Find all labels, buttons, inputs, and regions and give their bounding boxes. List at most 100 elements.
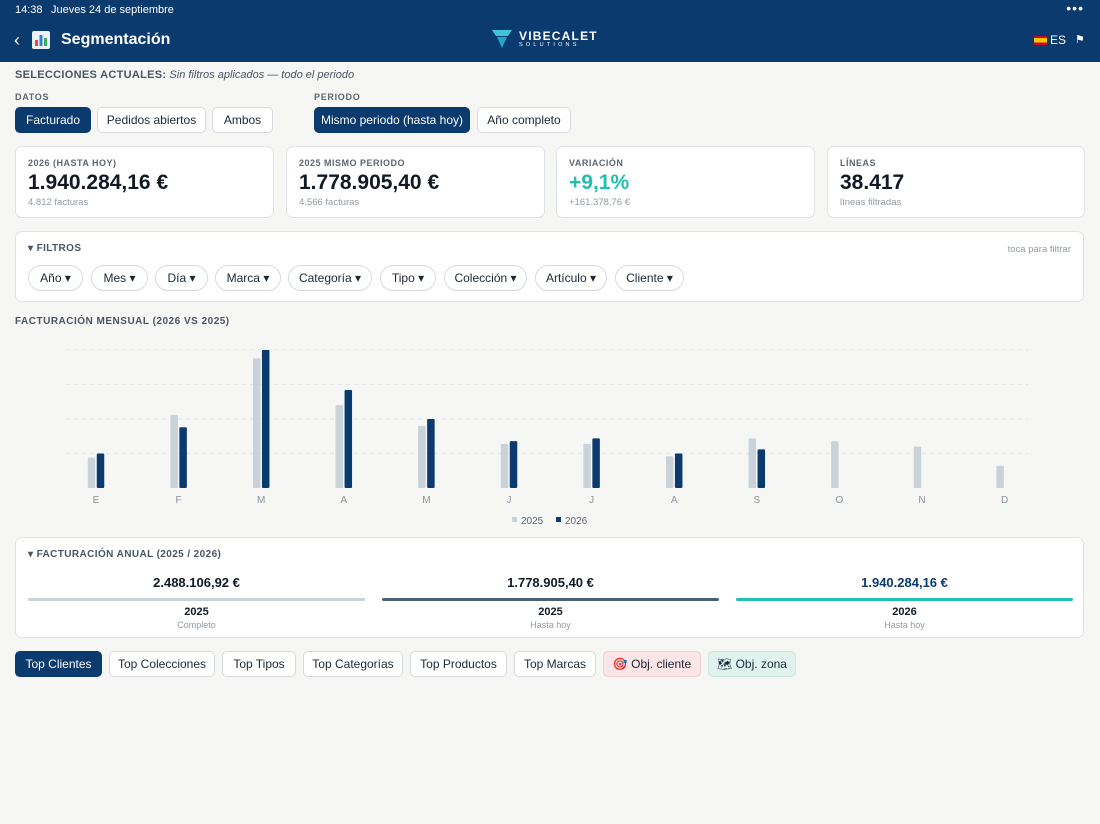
bar-2025-5[interactable] <box>418 425 426 488</box>
kpi-value: 1.778.905,40 € <box>299 171 440 194</box>
legend-swatch <box>556 517 561 522</box>
annual-bar <box>382 598 719 601</box>
current-selections: SELECCIONES ACTUALES: Sin filtros aplica… <box>15 69 354 81</box>
annual-title[interactable]: ▾ FACTURACIÓN ANUAL (2025 / 2026) <box>28 549 222 560</box>
filter-chip-marca[interactable]: Marca ▾ <box>215 265 281 291</box>
language-selector[interactable]: ES <box>1034 33 1066 47</box>
bar-2026-2[interactable] <box>179 427 187 488</box>
bar-2025-7[interactable] <box>583 443 591 488</box>
annual-col-2026-hasta-hoy: 1.940.284,16 € 2026 Hasta hoy <box>736 575 1073 630</box>
annual-card: ▾ FACTURACIÓN ANUAL (2025 / 2026) 2.488.… <box>15 537 1084 638</box>
language-code: ES <box>1050 33 1067 47</box>
status-date: Jueves 24 de septiembre <box>51 4 174 16</box>
x-tick-label: A <box>671 495 678 506</box>
filters-card: ▾ FILTROS toca para filtrar Año ▾ Mes ▾ … <box>15 231 1084 302</box>
filter-chip-cliente[interactable]: Cliente ▾ <box>615 265 684 291</box>
selections-label: SELECCIONES ACTUALES: <box>15 69 167 81</box>
bar-2026-6[interactable] <box>509 441 518 488</box>
page-title: Segmentación <box>61 31 171 48</box>
bar-2026-1[interactable] <box>96 453 105 489</box>
bar-2025-9[interactable] <box>748 438 757 488</box>
tab-top-tipos[interactable]: Top Tipos <box>222 651 296 677</box>
periodo-anio-completo-button[interactable]: Año completo <box>477 107 571 133</box>
x-tick-label: D <box>1001 495 1008 506</box>
legend-label: 2025 <box>521 516 544 527</box>
kpi-label: 2026 (HASTA HOY) <box>28 158 117 168</box>
kpi-label: 2025 MISMO PERIODO <box>299 158 406 168</box>
datos-pedidos-abiertos-button[interactable]: Pedidos abiertos <box>97 107 206 133</box>
annual-sub: Hasta hoy <box>530 620 571 630</box>
x-tick-label: A <box>340 495 347 506</box>
annual-value: 1.940.284,16 € <box>861 575 948 590</box>
annual-col-2025-completo: 2.488.106,92 € 2025 Completo <box>28 575 365 630</box>
x-tick-label: F <box>176 495 182 506</box>
back-button[interactable]: ‹ <box>14 30 20 50</box>
periodo-label: PERIODO <box>314 92 361 102</box>
x-tick-label: O <box>836 495 844 506</box>
filter-chip-articulo[interactable]: Artículo ▾ <box>535 265 607 291</box>
bar-2026-4[interactable] <box>344 390 353 488</box>
legend-label: 2026 <box>565 516 588 527</box>
bar-2025-11[interactable] <box>913 446 922 488</box>
periodo-mismo-button[interactable]: Mismo periodo (hasta hoy) <box>314 107 470 133</box>
flag-icon[interactable]: ⚑ <box>1075 34 1085 46</box>
tab-top-productos[interactable]: Top Productos <box>410 651 507 677</box>
x-tick-label: S <box>753 495 760 506</box>
kpi-label: VARIACIÓN <box>569 158 624 168</box>
annual-value: 2.488.106,92 € <box>153 575 240 590</box>
kpi-sub: 4.812 facturas <box>28 197 89 208</box>
bar-2026-5[interactable] <box>427 419 435 488</box>
x-tick-label: M <box>257 495 265 506</box>
bar-2025-6[interactable] <box>500 443 509 488</box>
annual-year: 2025 <box>184 606 209 618</box>
annual-value: 1.778.905,40 € <box>507 575 594 590</box>
status-time: 14:38 <box>15 4 43 16</box>
filters-title[interactable]: ▾ FILTROS <box>28 243 82 254</box>
tab-obj-cliente[interactable]: 🎯 Obj. cliente <box>603 651 701 677</box>
filter-chip-mes[interactable]: Mes ▾ <box>91 265 148 291</box>
tab-top-colecciones[interactable]: Top Colecciones <box>109 651 215 677</box>
monthly-bar-chart: E F M A M J J A S O N D 2025 2026 <box>66 349 1028 527</box>
kpi-sub: +161.378,76 € <box>569 197 631 208</box>
x-tick-label: J <box>507 495 512 506</box>
tab-top-marcas[interactable]: Top Marcas <box>514 651 596 677</box>
filter-chip-dia[interactable]: Día ▾ <box>155 265 208 291</box>
logo-name: VIBECALET <box>519 28 598 43</box>
legend-swatch <box>512 517 517 522</box>
annual-sub: Hasta hoy <box>884 620 925 630</box>
x-tick-label: M <box>422 495 430 506</box>
bar-2025-10[interactable] <box>831 441 839 488</box>
bar-2025-2[interactable] <box>170 414 178 488</box>
top-bar: 14:38 Jueves 24 de septiembre ••• ‹ Segm… <box>0 0 1100 62</box>
annual-bar <box>28 598 365 601</box>
x-tick-label: N <box>918 495 925 506</box>
more-dots-icon[interactable]: ••• <box>1066 0 1084 16</box>
annual-sub: Completo <box>177 620 216 630</box>
tab-top-clientes[interactable]: Top Clientes <box>15 651 102 677</box>
filter-chip-anio[interactable]: Año ▾ <box>28 265 83 291</box>
bar-2025-1[interactable] <box>87 457 96 488</box>
datos-ambos-button[interactable]: Ambos <box>212 107 273 133</box>
filters-hint: toca para filtrar <box>1007 244 1071 255</box>
annual-bar <box>736 598 1073 601</box>
filter-chip-coleccion[interactable]: Colección ▾ <box>444 265 527 291</box>
bar-chart-icon <box>32 31 50 49</box>
bar-2026-8[interactable] <box>674 453 683 489</box>
bar-2025-3[interactable] <box>252 358 261 488</box>
bar-2025-12[interactable] <box>996 465 1004 488</box>
filter-chip-tipo[interactable]: Tipo ▾ <box>380 265 436 291</box>
bar-2025-8[interactable] <box>665 456 674 488</box>
datos-facturado-button[interactable]: Facturado <box>15 107 91 133</box>
kpi-value: 38.417 <box>840 171 905 194</box>
filter-chip-categoria[interactable]: Categoría ▾ <box>288 265 372 291</box>
bar-2026-3[interactable] <box>261 350 270 488</box>
brand-logo: VIBECALET SOLUTIONS <box>492 29 598 49</box>
tab-top-categorias[interactable]: Top Categorías <box>303 651 403 677</box>
kpi-card-2025: 2025 MISMO PERIODO 1.778.905,40 € 4.566 … <box>286 146 545 218</box>
bar-2026-7[interactable] <box>592 438 600 488</box>
spain-flag-icon <box>1034 35 1047 45</box>
bar-2026-9[interactable] <box>757 449 766 488</box>
bar-2025-4[interactable] <box>335 405 344 488</box>
tab-obj-zona[interactable]: 🗺 Obj. zona <box>708 651 796 677</box>
x-tick-label: J <box>589 495 594 506</box>
